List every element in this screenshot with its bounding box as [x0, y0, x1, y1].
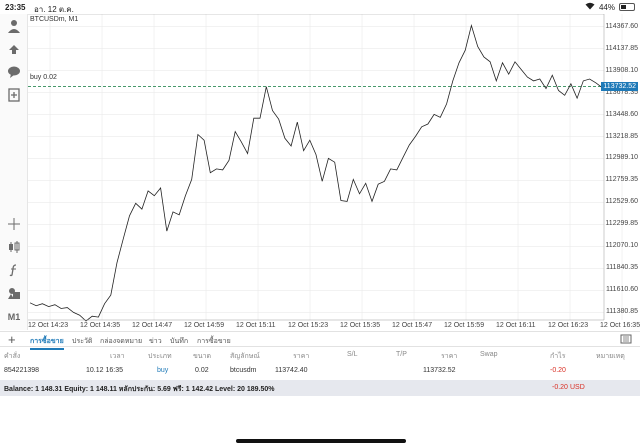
y-tick-label: 113678.35	[605, 88, 638, 96]
x-tick-label: 12 Oct 16:23	[548, 322, 589, 329]
col-swap: Swap	[480, 351, 498, 358]
chat-icon[interactable]	[4, 62, 24, 82]
wifi-icon	[585, 2, 595, 12]
x-tick-label: 12 Oct 14:35	[80, 322, 121, 329]
position-label: buy 0.02	[30, 74, 57, 81]
battery-percent: 44%	[598, 2, 615, 12]
order-open-price: 113742.40	[275, 367, 308, 374]
add-icon[interactable]: +	[8, 332, 16, 347]
col-volume: ขนาด	[193, 353, 212, 360]
settings-icon[interactable]	[620, 334, 632, 347]
balance-currency: USD	[570, 384, 585, 391]
person-icon[interactable]	[4, 16, 24, 36]
tab-history[interactable]: ประวัติ	[72, 338, 93, 345]
y-tick-label: 113218.85	[605, 132, 638, 140]
y-tick-label: 113908.10	[605, 66, 638, 74]
x-tick-label: 12 Oct 15:11	[236, 322, 276, 329]
y-tick-label: 112529.60	[605, 198, 638, 206]
timeframe-label[interactable]: M1	[7, 312, 21, 322]
y-tick-label: 112299.85	[605, 220, 638, 228]
tab-mailbox[interactable]: กล่องจดหมาย	[100, 338, 143, 345]
tab-journal[interactable]: บันทึก	[170, 338, 189, 345]
status-time: 23:35	[5, 3, 26, 12]
add-chart-icon[interactable]	[4, 85, 24, 105]
tab-bar: + การซื้อขาย ประวัติ กล่องจดหมาย ข่าว บั…	[0, 331, 640, 350]
order-current-price: 113732.52	[423, 367, 456, 374]
order-type: buy	[157, 367, 169, 374]
table-row[interactable]: 854221398 10.12 16:35 buy 0.02 btcusdm 1…	[0, 364, 640, 377]
x-tick-label: 12 Oct 14:23	[28, 322, 69, 329]
y-tick-label: 112070.10	[605, 242, 638, 250]
y-tick-label: 112759.35	[605, 176, 638, 184]
status-date: อา. 12 ต.ค.	[34, 5, 74, 14]
indicator-icon[interactable]	[4, 260, 24, 280]
chart-area[interactable]: BTCUSDm, M1 buy 0.02 114367.60 114137.85 1…	[28, 14, 640, 330]
col-time: เวลา	[110, 353, 125, 360]
x-tick-label: 12 Oct 14:59	[184, 322, 225, 329]
status-bar: 23:35 อา. 12 ต.ค. 44%	[0, 0, 640, 14]
balance-bar: Balance: 1 148.31 Equity: 1 148.11 หลักป…	[0, 380, 640, 396]
x-tick-label: 12 Oct 15:59	[444, 322, 485, 329]
y-tick-label: 111610.60	[605, 286, 638, 294]
col-type: ประเภท	[148, 353, 172, 360]
chart-symbol-label: BTCUSDm, M1	[30, 16, 79, 23]
order-symbol: btcusdm	[230, 367, 257, 374]
x-tick-label: 12 Oct 14:47	[132, 322, 173, 329]
x-tick-label: 12 Oct 16:35	[600, 322, 640, 329]
status-right: 44%	[585, 2, 635, 12]
battery-icon	[619, 3, 635, 11]
x-tick-label: 12 Oct 15:23	[288, 322, 329, 329]
x-tick-label: 12 Oct 16:11	[496, 322, 536, 329]
col-price: ราคา	[441, 353, 458, 360]
price-series-line	[29, 23, 603, 322]
y-tick-label: 111840.35	[605, 264, 638, 272]
y-tick-label: 114137.85	[605, 44, 638, 52]
col-profit: กำไร	[550, 353, 566, 360]
y-tick-label: 114367.60	[605, 22, 638, 30]
candlestick-icon[interactable]	[4, 237, 24, 257]
price-chart[interactable]	[28, 14, 640, 330]
col-sl: S/L	[347, 351, 358, 358]
left-toolbar: M1	[0, 14, 28, 330]
crosshair-icon[interactable]	[4, 214, 24, 234]
x-tick-label: 12 Oct 15:47	[392, 322, 433, 329]
tab-trade[interactable]: การซื้อขาย	[30, 336, 64, 350]
current-price-tag: 113732.52	[601, 82, 638, 92]
x-tick-label: 12 Oct 15:35	[340, 322, 381, 329]
order-profit: -0.20	[550, 367, 566, 374]
order-id: 854221398	[4, 367, 40, 374]
objects-icon[interactable]	[4, 283, 24, 303]
tab-trading-2[interactable]: การซื้อขาย	[197, 338, 231, 345]
order-volume: 0.02	[195, 367, 209, 374]
order-time: 10.12 16:35	[86, 367, 123, 374]
col-order: คำสั่ง	[4, 353, 21, 360]
col-open-price: ราคา	[293, 353, 310, 360]
balance-summary: Balance: 1 148.31 Equity: 1 148.11 หลักป…	[4, 386, 275, 393]
orders-table-header: คำสั่ง เวลา ประเภท ขนาด สัญลักษณ์ ราคา S…	[0, 348, 640, 361]
y-tick-label: 113448.60	[605, 110, 638, 118]
col-tp: T/P	[396, 351, 407, 358]
col-symbol: สัญลักษณ์	[230, 353, 260, 360]
home-indicator[interactable]	[236, 439, 406, 443]
balance-profit: -0.20	[552, 384, 568, 391]
trade-icon[interactable]	[4, 39, 24, 59]
y-tick-label: 112989.10	[605, 154, 638, 162]
col-comment: หมายเหตุ	[596, 353, 625, 360]
tab-news[interactable]: ข่าว	[149, 338, 162, 345]
y-tick-label: 111380.85	[605, 308, 638, 316]
